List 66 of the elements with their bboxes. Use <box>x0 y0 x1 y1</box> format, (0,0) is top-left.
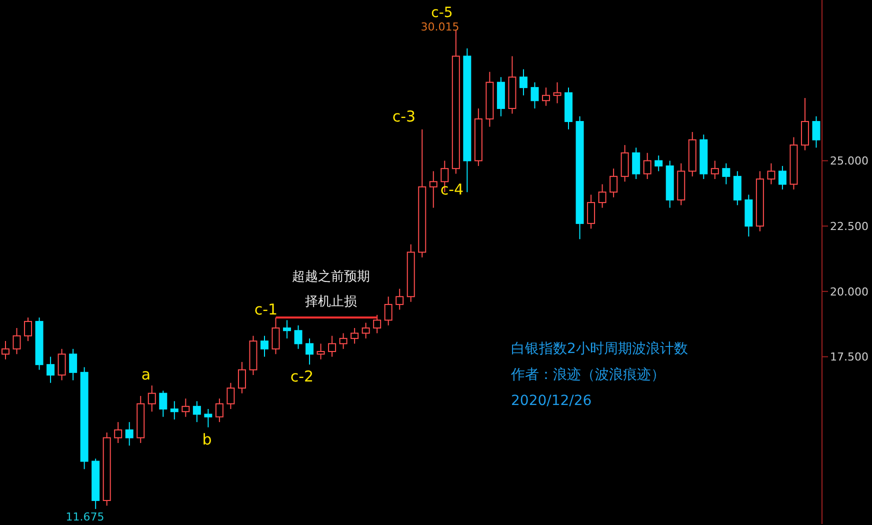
candlestick <box>643 152 652 180</box>
annotation: 择机止损 <box>305 294 357 310</box>
candlestick <box>542 87 550 106</box>
candlestick <box>587 194 596 230</box>
candlestick <box>328 335 336 358</box>
candlestick <box>192 400 201 423</box>
candlestick <box>812 116 820 148</box>
candlestick <box>215 398 224 423</box>
candlestick <box>238 361 246 394</box>
candlestick <box>182 398 190 418</box>
candlestick <box>373 314 382 334</box>
candlestick <box>294 324 302 350</box>
candlestick <box>283 320 292 339</box>
candlestick <box>620 144 629 182</box>
candlestick <box>316 343 325 360</box>
candlestick <box>46 356 55 384</box>
candlestick <box>396 288 404 310</box>
annotation: 11.675 <box>66 510 104 524</box>
candlestick <box>260 335 268 358</box>
candlestick <box>632 147 640 180</box>
candlestick <box>148 384 156 412</box>
y-tick-label: 17.500 <box>830 350 868 364</box>
candlestick <box>58 348 66 381</box>
y-tick-label: 25.000 <box>830 154 868 168</box>
candlestick <box>12 327 21 355</box>
candlestick <box>24 317 32 342</box>
candlestick <box>598 184 606 208</box>
y-tick-label: 20.000 <box>830 285 868 298</box>
candlestick <box>350 327 359 344</box>
candlestick <box>767 162 776 185</box>
candlestick <box>530 82 539 109</box>
candlestick <box>114 422 122 444</box>
candlestick <box>710 160 719 180</box>
annotation: c-3 <box>392 108 416 126</box>
annotation: 作者：浪迹（波浪痕迹） <box>511 366 666 385</box>
candlestick <box>429 170 438 208</box>
candlestick <box>159 390 168 418</box>
annotation: c-4 <box>440 180 464 198</box>
candlestick <box>654 155 663 172</box>
candlestick <box>125 422 134 446</box>
candlestick <box>226 382 235 410</box>
annotation: 超越之前预期 <box>292 270 370 284</box>
candlestick <box>722 162 730 185</box>
candlestick <box>733 170 742 206</box>
candlestick <box>306 338 314 366</box>
y-tick-label: 22.500 <box>830 220 868 233</box>
annotation: c-2 <box>290 368 314 386</box>
candlestick <box>339 332 348 350</box>
annotation: c-1 <box>254 300 278 318</box>
annotation: c-5 <box>431 5 453 21</box>
candlestick <box>519 68 528 96</box>
candlestick <box>610 168 618 198</box>
annotation: b <box>202 430 212 448</box>
candlestick <box>362 322 370 339</box>
annotation: 30.015 <box>420 20 460 34</box>
candlestick <box>69 348 78 381</box>
candlestick <box>778 165 786 190</box>
candlestick <box>553 82 562 104</box>
text: 白银指数2小时周期波浪计数 <box>511 340 688 359</box>
annotation: a <box>141 366 151 384</box>
candlestick <box>800 98 809 151</box>
candlestick <box>272 317 280 355</box>
annotation: 2020/12/26 <box>511 392 593 411</box>
candlestick <box>384 296 392 326</box>
candlestick <box>204 408 212 428</box>
candlestick <box>170 400 178 420</box>
